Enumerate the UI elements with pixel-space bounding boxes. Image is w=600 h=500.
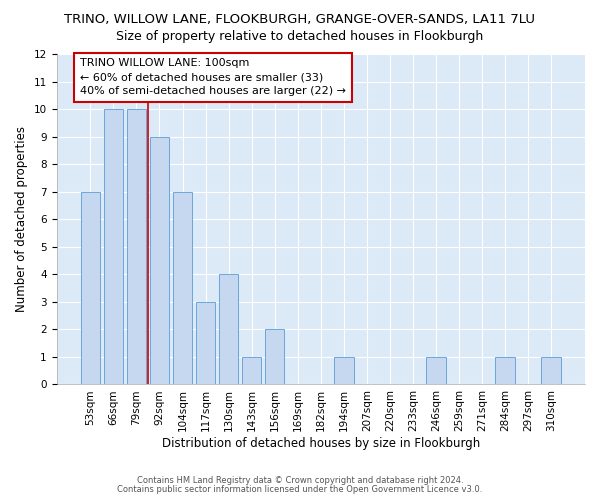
Text: Size of property relative to detached houses in Flookburgh: Size of property relative to detached ho… [116, 30, 484, 43]
Bar [426, 357, 446, 384]
Bar [104, 109, 123, 384]
Bar [80, 192, 100, 384]
Bar [196, 302, 215, 384]
Text: TRINO WILLOW LANE: 100sqm
← 60% of detached houses are smaller (33)
40% of semi-: TRINO WILLOW LANE: 100sqm ← 60% of detac… [80, 58, 346, 96]
Bar [173, 192, 193, 384]
Y-axis label: Number of detached properties: Number of detached properties [15, 126, 28, 312]
Bar [496, 357, 515, 384]
Bar [127, 109, 146, 384]
Bar [149, 136, 169, 384]
Bar [242, 357, 262, 384]
Text: Contains HM Land Registry data © Crown copyright and database right 2024.: Contains HM Land Registry data © Crown c… [137, 476, 463, 485]
Text: Contains public sector information licensed under the Open Government Licence v3: Contains public sector information licen… [118, 485, 482, 494]
Bar [334, 357, 353, 384]
X-axis label: Distribution of detached houses by size in Flookburgh: Distribution of detached houses by size … [161, 437, 480, 450]
Bar [265, 330, 284, 384]
Bar [541, 357, 561, 384]
Bar [219, 274, 238, 384]
Text: TRINO, WILLOW LANE, FLOOKBURGH, GRANGE-OVER-SANDS, LA11 7LU: TRINO, WILLOW LANE, FLOOKBURGH, GRANGE-O… [65, 12, 536, 26]
